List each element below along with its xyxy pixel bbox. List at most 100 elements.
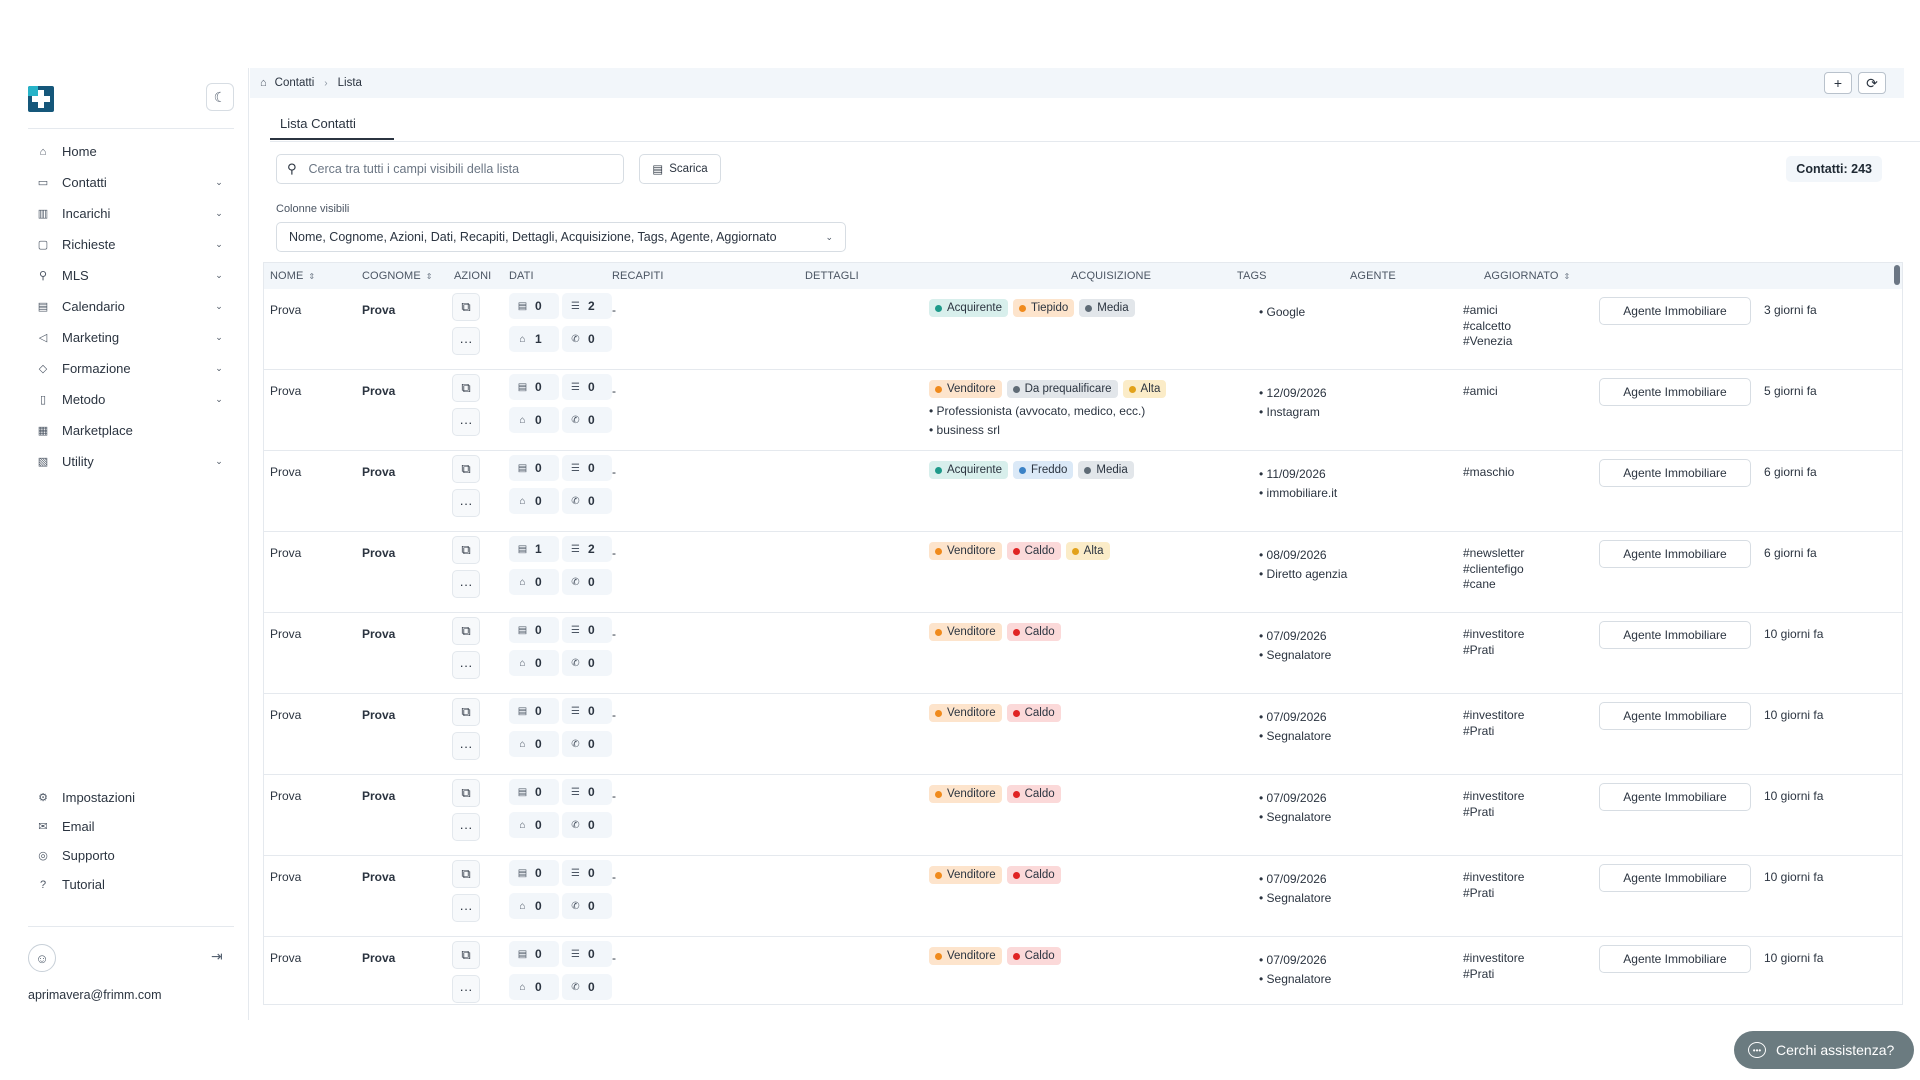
data-stat-checklist[interactable]: ☰ 0 — [562, 698, 612, 724]
data-stat-checklist[interactable]: ☰ 2 — [562, 293, 612, 319]
open-contact-button[interactable]: ⧉ — [452, 941, 480, 969]
more-actions-button[interactable]: ··· — [452, 975, 480, 1003]
tag[interactable]: #maschio — [1463, 465, 1515, 479]
add-button[interactable]: + — [1824, 72, 1852, 94]
sort-icon[interactable]: ⇕ — [308, 271, 316, 281]
tag[interactable]: #investitore — [1463, 627, 1525, 641]
table-row[interactable]: Prova Prova ⧉ ··· ▤ 0 ☰ 0 ⌂ 0 ✆ 0- Venditore Caldo • 0… — [264, 937, 1902, 1004]
data-stat-house[interactable]: ⌂ 0 — [509, 893, 559, 919]
search-field[interactable]: ⚲ — [276, 154, 624, 184]
tag[interactable]: #Prati — [1463, 966, 1495, 981]
table-scrollbar[interactable] — [1894, 265, 1900, 285]
data-stat-house[interactable]: ⌂ 0 — [509, 974, 559, 1000]
sidebar-item-utility[interactable]: ▧ Utility ⌄ — [28, 446, 234, 477]
sidebar-item-mls[interactable]: ⚲ MLS ⌄ — [28, 260, 234, 291]
table-row[interactable]: Prova Prova ⧉ ··· ▤ 0 ☰ 0 ⌂ 0 ✆ 0- Venditore Caldo • 0… — [264, 856, 1902, 937]
tag[interactable]: #investitore — [1463, 951, 1525, 965]
open-contact-button[interactable]: ⧉ — [452, 455, 480, 483]
theme-toggle-button[interactable]: ☾ — [206, 83, 234, 111]
data-stat-phone[interactable]: ✆ 0 — [562, 650, 612, 676]
data-stat-phone[interactable]: ✆ 0 — [562, 812, 612, 838]
sidebar-item-marketing[interactable]: ◁ Marketing ⌄ — [28, 322, 234, 353]
data-stat-checklist[interactable]: ☰ 2 — [562, 536, 612, 562]
tab-lista-contatti[interactable]: Lista Contatti — [270, 108, 394, 140]
table-row[interactable]: Prova Prova ⧉ ··· ▤ 0 ☰ 0 ⌂ 0 ✆ 0- Venditore Caldo • 0… — [264, 775, 1902, 856]
tag[interactable]: #amici — [1463, 384, 1498, 398]
sort-icon[interactable]: ⇕ — [425, 271, 433, 281]
agent-button[interactable]: Agente Immobiliare — [1599, 864, 1751, 892]
agent-button[interactable]: Agente Immobiliare — [1599, 459, 1751, 487]
data-stat-calendar[interactable]: ▤ 0 — [509, 779, 559, 805]
data-stat-house[interactable]: ⌂ 0 — [509, 731, 559, 757]
data-stat-house[interactable]: ⌂ 0 — [509, 488, 559, 514]
data-stat-house[interactable]: ⌂ 0 — [509, 812, 559, 838]
sidebar-item-marketplace[interactable]: ▦ Marketplace — [28, 415, 234, 446]
open-contact-button[interactable]: ⧉ — [452, 293, 480, 321]
sidebar-item-calendario[interactable]: ▤ Calendario ⌄ — [28, 291, 234, 322]
tag[interactable]: #investitore — [1463, 708, 1525, 722]
more-actions-button[interactable]: ··· — [452, 894, 480, 922]
table-row[interactable]: Prova Prova ⧉ ··· ▤ 1 ☰ 2 ⌂ 0 ✆ 0- Venditore Caldo Alt… — [264, 532, 1902, 613]
more-actions-button[interactable]: ··· — [452, 408, 480, 436]
table-row[interactable]: Prova Prova ⧉ ··· ▤ 0 ☰ 0 ⌂ 0 ✆ 0- Acquirente Freddo M… — [264, 451, 1902, 532]
data-stat-calendar[interactable]: ▤ 0 — [509, 374, 559, 400]
data-stat-house[interactable]: ⌂ 0 — [509, 650, 559, 676]
column-header-cognome[interactable]: Cognome ⇕ — [362, 263, 433, 289]
download-button[interactable]: ▤ Scarica — [639, 154, 721, 184]
agent-button[interactable]: Agente Immobiliare — [1599, 378, 1751, 406]
data-stat-calendar[interactable]: ▤ 0 — [509, 698, 559, 724]
logout-icon[interactable]: ⇥ — [211, 948, 223, 964]
more-actions-button[interactable]: ··· — [452, 732, 480, 760]
tag[interactable]: #Prati — [1463, 642, 1495, 657]
tag[interactable]: #Prati — [1463, 723, 1495, 738]
table-row[interactable]: Prova Prova ⧉ ··· ▤ 0 ☰ 0 ⌂ 0 ✆ 0- Venditore Da prequ… — [264, 370, 1902, 451]
column-header-aggiornato[interactable]: Aggiornato ⇕ — [1484, 263, 1570, 289]
table-row[interactable]: Prova Prova ⧉ ··· ▤ 0 ☰ 0 ⌂ 0 ✆ 0- Venditore Caldo • 0… — [264, 613, 1902, 694]
sidebar-item-contatti[interactable]: ▭ Contatti ⌄ — [28, 167, 234, 198]
more-actions-button[interactable]: ··· — [452, 651, 480, 679]
data-stat-phone[interactable]: ✆ 0 — [562, 974, 612, 1000]
more-actions-button[interactable]: ··· — [452, 489, 480, 517]
data-stat-house[interactable]: ⌂ 0 — [509, 407, 559, 433]
tag[interactable]: #calcetto — [1463, 318, 1512, 333]
sidebar-item-supporto[interactable]: ◎ Supporto — [28, 841, 234, 870]
data-stat-calendar[interactable]: ▤ 0 — [509, 293, 559, 319]
data-stat-phone[interactable]: ✆ 0 — [562, 326, 612, 352]
tag[interactable]: #clientefigo — [1463, 561, 1524, 576]
sort-icon[interactable]: ⇕ — [1563, 271, 1571, 281]
sidebar-item-email[interactable]: ✉ Email — [28, 812, 234, 841]
data-stat-checklist[interactable]: ☰ 0 — [562, 941, 612, 967]
open-contact-button[interactable]: ⧉ — [452, 860, 480, 888]
data-stat-phone[interactable]: ✆ 0 — [562, 893, 612, 919]
tag[interactable]: #Prati — [1463, 885, 1495, 900]
tag[interactable]: #investitore — [1463, 870, 1525, 884]
agent-button[interactable]: Agente Immobiliare — [1599, 945, 1751, 973]
sidebar-item-incarichi[interactable]: ▥ Incarichi ⌄ — [28, 198, 234, 229]
open-contact-button[interactable]: ⧉ — [452, 536, 480, 564]
tag[interactable]: #newsletter — [1463, 546, 1525, 560]
sidebar-item-home[interactable]: ⌂ Home — [28, 136, 234, 167]
data-stat-checklist[interactable]: ☰ 0 — [562, 779, 612, 805]
data-stat-house[interactable]: ⌂ 1 — [509, 326, 559, 352]
data-stat-checklist[interactable]: ☰ 0 — [562, 617, 612, 643]
sidebar-item-formazione[interactable]: ◇ Formazione ⌄ — [28, 353, 234, 384]
visible-columns-select[interactable]: Nome, Cognome, Azioni, Dati, Recapiti, D… — [276, 222, 846, 252]
more-actions-button[interactable]: ··· — [452, 327, 480, 355]
agent-button[interactable]: Agente Immobiliare — [1599, 297, 1751, 325]
agent-button[interactable]: Agente Immobiliare — [1599, 783, 1751, 811]
data-stat-checklist[interactable]: ☰ 0 — [562, 374, 612, 400]
more-actions-button[interactable]: ··· — [452, 813, 480, 841]
open-contact-button[interactable]: ⧉ — [452, 617, 480, 645]
sidebar-item-impostazioni[interactable]: ⚙ Impostazioni — [28, 783, 234, 812]
breadcrumb-item-contatti[interactable]: Contatti — [274, 77, 315, 89]
open-contact-button[interactable]: ⧉ — [452, 374, 480, 402]
home-icon[interactable]: ⌂ — [260, 77, 267, 89]
tag[interactable]: #cane — [1463, 577, 1496, 591]
tag[interactable]: #investitore — [1463, 789, 1525, 803]
sidebar-item-richieste[interactable]: ▢ Richieste ⌄ — [28, 229, 234, 260]
column-header-nome[interactable]: Nome ⇕ — [270, 263, 315, 289]
more-actions-button[interactable]: ··· — [452, 570, 480, 598]
agent-button[interactable]: Agente Immobiliare — [1599, 702, 1751, 730]
tag[interactable]: #amici — [1463, 303, 1498, 317]
agent-button[interactable]: Agente Immobiliare — [1599, 621, 1751, 649]
